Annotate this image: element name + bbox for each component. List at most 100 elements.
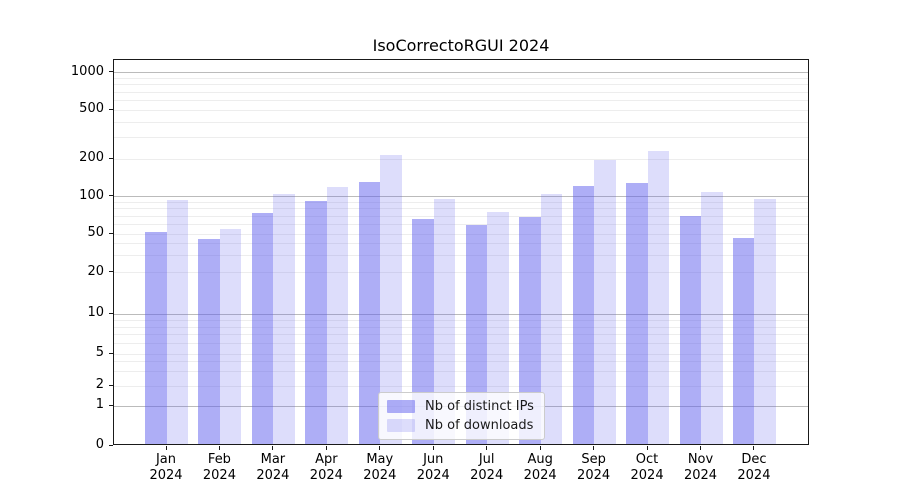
y-tick-mark [109,271,113,273]
x-tick-label: Feb 2024 [202,452,236,483]
gridline-minor [114,361,808,363]
y-tick-label: 0 [95,437,104,452]
bar-distinct-ips [412,219,434,444]
bar-downloads [433,198,456,444]
x-tick-mark [325,446,327,450]
y-tick-mark [109,444,113,446]
gridline-minor [114,243,808,245]
y-tick-label: 200 [79,150,104,166]
legend-label-distinct-ips: Nb of distinct IPs [425,399,534,414]
x-tick-mark [753,446,755,450]
y-tick-mark [109,108,113,110]
legend-item-distinct-ips: Nb of distinct IPs [387,399,536,414]
x-tick-label: Jan 2024 [149,452,183,483]
bar-downloads [701,191,723,444]
bar-distinct-ips [465,225,488,444]
gridline-minor [114,84,808,86]
x-tick-label: Mar 2024 [256,452,290,483]
y-tick-label: 500 [79,101,104,117]
x-tick-mark [165,446,167,450]
gridline-minor [114,319,808,321]
x-tick-mark [700,446,701,450]
gridline-minor [114,158,808,160]
y-tick-label: 100 [79,187,104,203]
x-tick-mark [646,446,648,450]
x-tick-mark [486,446,488,450]
gridline-minor [114,215,808,217]
x-tick-label: Nov 2024 [683,452,718,483]
gridline-minor [114,385,808,387]
gridline-minor [114,371,808,373]
x-tick-label: Jun 2024 [416,452,450,483]
bar-distinct-ips [305,200,327,444]
gridline-major [114,72,808,74]
bar-downloads [647,151,670,444]
x-tick-label: Oct 2024 [630,452,664,483]
legend-item-downloads: Nb of downloads [387,418,536,433]
gridline-minor [114,334,808,336]
gridline-minor [114,121,808,123]
bar-downloads [594,160,616,444]
x-tick-label: Sep 2024 [577,452,611,483]
gridline-minor [114,233,808,235]
bar-distinct-ips [198,238,220,444]
y-tick-label: 5 [95,345,104,361]
x-tick-label: Jul 2024 [470,452,504,483]
y-tick-mark [109,312,113,314]
x-tick-label: May 2024 [363,452,397,483]
bar-downloads [754,199,776,444]
legend-swatch-distinct-ips [387,400,415,413]
y-tick-label: 10 [87,305,104,321]
bar-downloads [326,186,349,444]
x-tick-mark [432,446,434,450]
bar-downloads [487,211,509,444]
y-tick-label: 20 [87,263,104,279]
x-tick-label: Aug 2024 [523,452,557,483]
y-tick-mark [109,232,113,234]
y-tick-label: 2 [95,377,104,392]
bar-downloads [540,193,563,444]
gridline-minor [114,272,808,274]
bar-distinct-ips [145,232,167,444]
legend: Nb of distinct IPs Nb of downloads [378,392,545,440]
y-tick-label: 50 [87,225,104,241]
y-tick-mark [109,157,113,159]
gridline-minor [114,353,808,355]
y-tick-mark [109,404,113,406]
bar-distinct-ips [572,186,595,444]
legend-swatch-downloads [387,419,415,432]
gridline-minor [114,202,808,204]
bar-downloads [219,229,242,444]
x-tick-mark [379,446,381,450]
x-tick-label: Dec 2024 [737,452,771,483]
y-tick-mark [109,71,113,73]
bar-downloads [380,154,402,444]
plot-area [113,59,809,445]
gridline-minor [114,137,808,139]
x-tick-mark [539,446,541,450]
gridline-minor [114,326,808,328]
x-tick-label: Apr 2024 [309,452,343,483]
bar-distinct-ips [358,181,381,444]
y-tick-mark [109,352,113,354]
gridline-minor [114,91,808,93]
y-tick-mark [109,384,113,386]
gridline-minor [114,99,808,101]
bar-distinct-ips [679,215,701,444]
gridline-minor [114,223,808,225]
bar-distinct-ips [732,237,755,444]
bar-distinct-ips [519,217,541,444]
gridline-minor [114,208,808,210]
gridline-minor [114,343,808,345]
bar-distinct-ips [626,183,648,444]
x-tick-mark [593,446,595,450]
gridline-minor [114,255,808,257]
gridline-minor [114,109,808,111]
legend-label-downloads: Nb of downloads [425,418,534,433]
gridline-major [114,196,808,198]
x-tick-mark [272,446,274,450]
gridline-major [114,313,808,315]
y-tick-label: 1 [95,397,104,412]
y-tick-mark [109,195,113,197]
